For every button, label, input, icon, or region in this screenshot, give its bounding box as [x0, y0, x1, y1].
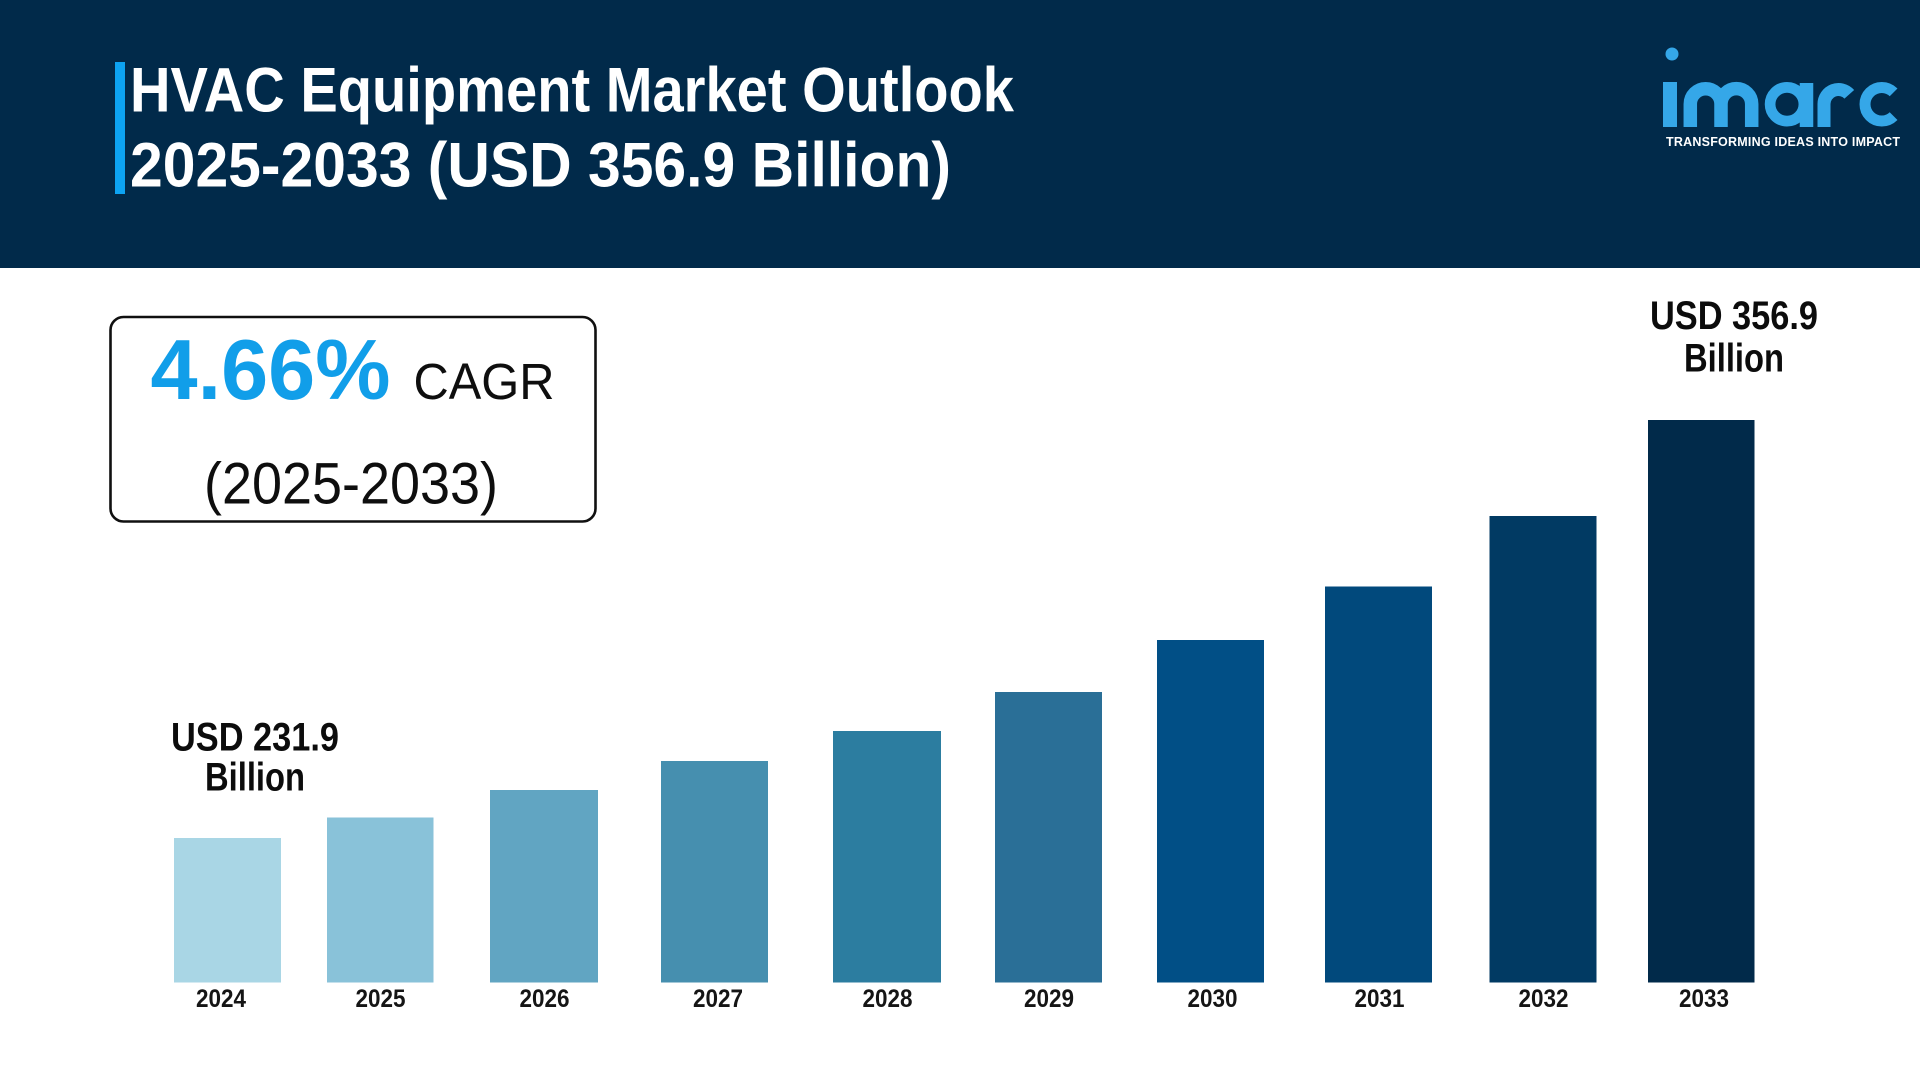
svg-text:Billion: Billion: [1684, 337, 1784, 381]
svg-text:2026: 2026: [520, 985, 570, 1013]
svg-text:2028: 2028: [863, 985, 913, 1013]
svg-text:CAGR: CAGR: [414, 353, 555, 410]
svg-text:2032: 2032: [1519, 985, 1569, 1013]
svg-text:TRANSFORMING IDEAS INTO IMPACT: TRANSFORMING IDEAS INTO IMPACT: [1666, 135, 1900, 149]
svg-text:2027: 2027: [693, 985, 743, 1013]
svg-text:2033: 2033: [1679, 985, 1729, 1013]
svg-text:USD 356.9: USD 356.9: [1650, 294, 1818, 338]
svg-text:HVAC Equipment Market Outlook: HVAC Equipment Market Outlook: [130, 56, 1015, 126]
svg-text:(2025-2033): (2025-2033): [204, 452, 498, 517]
svg-text:Billion: Billion: [205, 756, 305, 800]
svg-text:2025-2033 (USD 356.9 Billion): 2025-2033 (USD 356.9 Billion): [130, 131, 951, 201]
svg-text:2029: 2029: [1024, 985, 1074, 1013]
svg-text:2024: 2024: [196, 985, 246, 1013]
svg-text:USD 231.9: USD 231.9: [171, 716, 339, 760]
svg-text:2031: 2031: [1355, 985, 1405, 1013]
svg-text:2030: 2030: [1188, 985, 1238, 1013]
svg-text:2025: 2025: [356, 985, 406, 1013]
svg-text:4.66%: 4.66%: [151, 323, 391, 418]
